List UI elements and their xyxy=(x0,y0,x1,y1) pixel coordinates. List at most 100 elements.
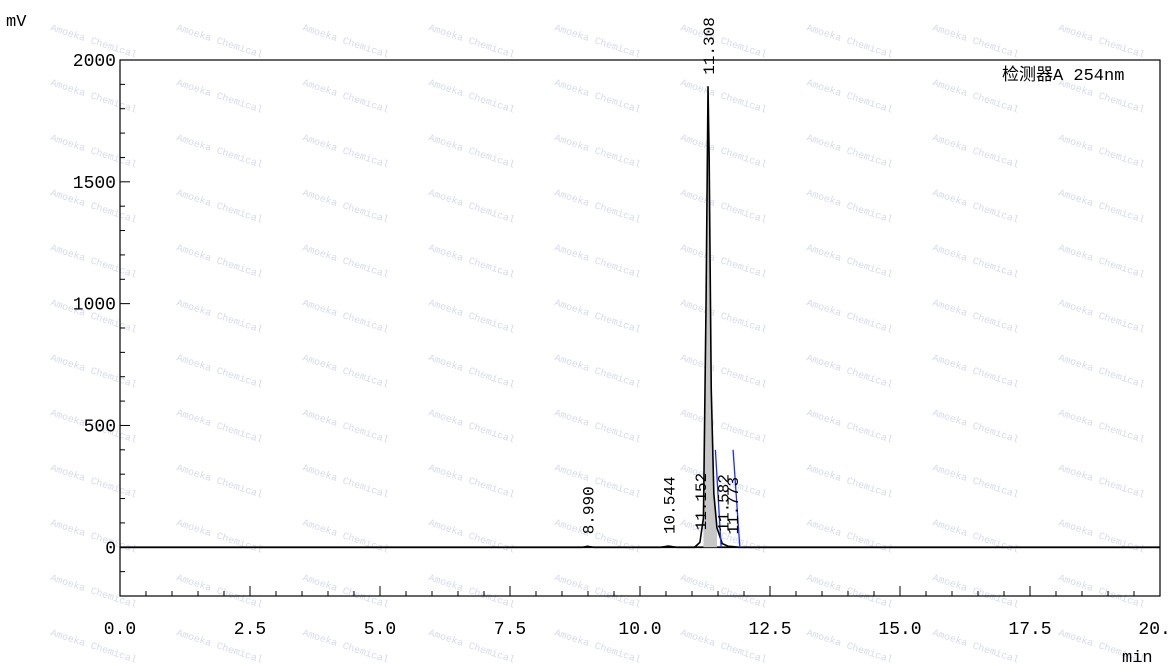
x-tick-label: 0.0 xyxy=(104,620,136,640)
y-tick-label: 2000 xyxy=(73,52,116,72)
watermark-text: Amoeka Chemical xyxy=(805,352,894,391)
watermark-text: Amoeka Chemical xyxy=(931,517,1020,556)
watermark-text: Amoeka Chemical xyxy=(679,187,768,226)
y-tick-label: 1500 xyxy=(73,174,116,194)
integration-mark xyxy=(714,449,722,548)
watermark-text: Amoeka Chemical xyxy=(931,352,1020,391)
watermark-text: Amoeka Chemical xyxy=(553,352,642,391)
watermark-text: Amoeka Chemical xyxy=(931,297,1020,336)
y-tick-label: 1000 xyxy=(73,296,116,316)
y-axis-unit: mV xyxy=(6,13,27,32)
watermark-text: Amoeka Chemical xyxy=(427,22,516,61)
x-tick-label: 7.5 xyxy=(494,620,526,640)
watermark-text: Amoeka Chemical xyxy=(805,462,894,501)
watermark-text: Amoeka Chemical xyxy=(1057,407,1146,446)
watermark-text: Amoeka Chemical xyxy=(931,242,1020,281)
watermark-text: Amoeka Chemical xyxy=(553,572,642,611)
watermark-text: Amoeka Chemical xyxy=(805,297,894,336)
watermark-text: Amoeka Chemical xyxy=(805,242,894,281)
watermark-text: Amoeka Chemical xyxy=(931,187,1020,226)
watermark-text: Amoeka Chemical xyxy=(49,462,138,501)
watermark-text: Amoeka Chemical xyxy=(301,517,390,556)
watermark-text: Amoeka Chemical xyxy=(301,187,390,226)
watermark-text: Amoeka Chemical xyxy=(805,572,894,611)
watermark-text: Amoeka Chemical xyxy=(805,132,894,171)
chromatogram-trace xyxy=(120,86,1160,549)
watermark-text: Amoeka Chemical xyxy=(301,242,390,281)
watermark-text: Amoeka Chemical xyxy=(931,572,1020,611)
integration-mark xyxy=(732,449,741,548)
watermark-text: Amoeka Chemical xyxy=(427,187,516,226)
peak-label: 11.582 xyxy=(715,474,733,532)
peak-label: 8.990 xyxy=(580,486,598,534)
watermark-text: Amoeka Chemical xyxy=(1057,352,1146,391)
watermark-text: Amoeka Chemical xyxy=(1057,517,1146,556)
watermark-text: Amoeka Chemical xyxy=(553,407,642,446)
watermark-text: Amoeka Chemical xyxy=(553,187,642,226)
watermark-text: Amoeka Chemical xyxy=(301,462,390,501)
watermark-text: Amoeka Chemical xyxy=(301,132,390,171)
watermark-text: Amoeka Chemical xyxy=(805,77,894,116)
watermark-text: Amoeka Chemical xyxy=(427,77,516,116)
watermark-text: Amoeka Chemical xyxy=(1057,22,1146,61)
integration-marks xyxy=(714,449,741,548)
watermark-text: Amoeka Chemical xyxy=(427,297,516,336)
watermark-text: Amoeka Chemical xyxy=(301,352,390,391)
watermark-text: Amoeka Chemical xyxy=(427,352,516,391)
x-tick-label: 12.5 xyxy=(748,620,791,640)
watermark-text: Amoeka Chemical xyxy=(49,242,138,281)
watermark-text: Amoeka Chemical xyxy=(175,572,264,611)
watermark-text: Amoeka Chemical xyxy=(175,77,264,116)
watermark-text: Amoeka Chemical xyxy=(805,187,894,226)
watermark-text: Amoeka Chemical xyxy=(175,352,264,391)
y-tick-label: 500 xyxy=(84,417,116,437)
peak-label: 10.544 xyxy=(661,476,679,534)
detector-label: 检测器A 254nm xyxy=(1002,65,1124,86)
watermark-text: Amoeka Chemical xyxy=(553,22,642,61)
watermark-text: Amoeka Chemical xyxy=(1057,187,1146,226)
watermark-text: Amoeka Chemical xyxy=(553,242,642,281)
watermark-text: Amoeka Chemical xyxy=(931,627,1020,665)
watermark-text: Amoeka Chemical xyxy=(427,572,516,611)
watermark-text: Amoeka Chemical xyxy=(679,22,768,61)
watermark-text: Amoeka Chemical xyxy=(1057,297,1146,336)
watermark-text: Amoeka Chemical xyxy=(805,407,894,446)
x-tick-label: 15.0 xyxy=(878,620,921,640)
watermark-text: Amoeka Chemical xyxy=(1057,242,1146,281)
watermark-text: Amoeka Chemical xyxy=(805,22,894,61)
watermark-text: Amoeka Chemical xyxy=(679,297,768,336)
watermark-text: Amoeka Chemical xyxy=(301,22,390,61)
x-tick-label: 2.5 xyxy=(234,620,266,640)
watermark-text: Amoeka Chemical xyxy=(553,132,642,171)
watermark-layer: Amoeka Chemical Amoeka Chemical Amoeka Che… xyxy=(49,22,1146,666)
watermark-text: Amoeka Chemical xyxy=(553,297,642,336)
watermark-text: Amoeka Chemical xyxy=(553,77,642,116)
watermark-text: Amoeka Chemical xyxy=(427,517,516,556)
watermark-text: Amoeka Chemical xyxy=(175,132,264,171)
watermark-text: Amoeka Chemical xyxy=(175,407,264,446)
watermark-text: Amoeka Chemical xyxy=(679,132,768,171)
watermark-text: Amoeka Chemical xyxy=(1057,572,1146,611)
watermark-text: Amoeka Chemical xyxy=(427,242,516,281)
watermark-text: Amoeka Chemical xyxy=(301,77,390,116)
x-tick-label: 17.5 xyxy=(1008,620,1051,640)
x-tick-label: 20.0 xyxy=(1138,620,1169,640)
x-tick-label: 5.0 xyxy=(364,620,396,640)
watermark-text: Amoeka Chemical xyxy=(931,462,1020,501)
watermark-text: Amoeka Chemical xyxy=(679,77,768,116)
watermark-text: Amoeka Chemical xyxy=(49,352,138,391)
peak-label: 11.773 xyxy=(725,477,743,535)
watermark-text: Amoeka Chemical xyxy=(175,187,264,226)
watermark-text: Amoeka Chemical xyxy=(427,132,516,171)
x-axis-unit: min xyxy=(1122,649,1153,665)
watermark-text: Amoeka Chemical xyxy=(1057,132,1146,171)
watermark-text: Amoeka Chemical xyxy=(805,517,894,556)
watermark-text: Amoeka Chemical xyxy=(301,407,390,446)
peak-label: 11.152 xyxy=(693,473,711,531)
peak-label: 11.308 xyxy=(701,17,719,75)
watermark-text: Amoeka Chemical xyxy=(49,77,138,116)
watermark-text: Amoeka Chemical xyxy=(301,572,390,611)
watermark-text: Amoeka Chemical xyxy=(175,517,264,556)
